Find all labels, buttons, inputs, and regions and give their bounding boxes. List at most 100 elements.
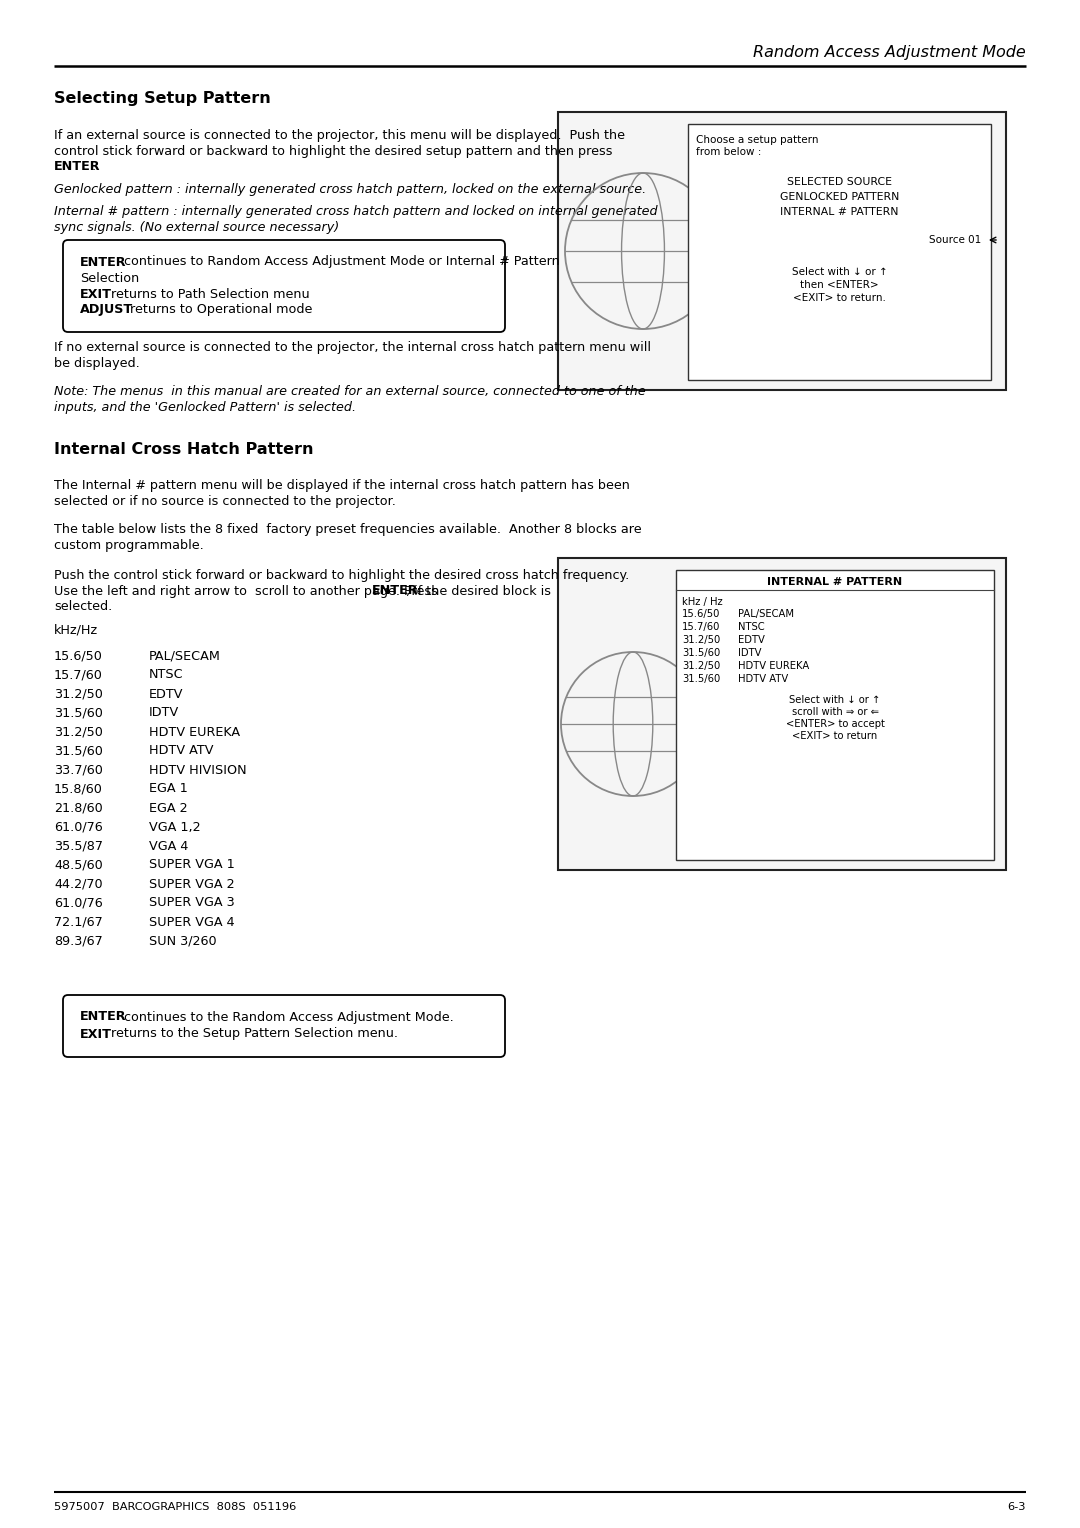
Text: returns to the Setup Pattern Selection menu.: returns to the Setup Pattern Selection m…	[107, 1027, 399, 1041]
Text: , if the desired block is: , if the desired block is	[406, 585, 551, 597]
FancyBboxPatch shape	[63, 240, 505, 332]
Text: <EXIT> to return.: <EXIT> to return.	[793, 293, 886, 303]
Text: selected.: selected.	[54, 601, 112, 614]
Text: 15.7/60: 15.7/60	[54, 669, 103, 681]
Text: Genlocked pattern : internally generated cross hatch pattern, locked on the exte: Genlocked pattern : internally generated…	[54, 183, 646, 197]
Text: Selection: Selection	[80, 272, 139, 284]
Text: EGA 1: EGA 1	[149, 782, 188, 796]
Bar	[676, 570, 994, 860]
Text: 72.1/67: 72.1/67	[54, 915, 103, 929]
Text: Internal Cross Hatch Pattern: Internal Cross Hatch Pattern	[54, 443, 313, 457]
Text: 44.2/70: 44.2/70	[54, 877, 103, 891]
Text: HDTV HIVISION: HDTV HIVISION	[149, 764, 246, 776]
Text: HDTV ATV: HDTV ATV	[738, 674, 788, 685]
Bar	[558, 112, 1005, 390]
Text: <EXIT> to return: <EXIT> to return	[793, 730, 878, 741]
Text: NTSC: NTSC	[149, 669, 184, 681]
Text: Random Access Adjustment Mode: Random Access Adjustment Mode	[753, 44, 1026, 60]
Text: Source 01: Source 01	[929, 235, 981, 244]
Text: selected or if no source is connected to the projector.: selected or if no source is connected to…	[54, 495, 396, 507]
Text: INTERNAL # PATTERN: INTERNAL # PATTERN	[768, 578, 903, 587]
Text: IDTV: IDTV	[149, 706, 179, 720]
Text: GENLOCKED PATTERN: GENLOCKED PATTERN	[780, 193, 900, 202]
Text: 61.0/76: 61.0/76	[54, 897, 103, 909]
Text: Selecting Setup Pattern: Selecting Setup Pattern	[54, 90, 271, 105]
Text: EXIT: EXIT	[80, 1027, 112, 1041]
Text: SUN 3/260: SUN 3/260	[149, 935, 217, 947]
Text: ENTER: ENTER	[80, 1010, 126, 1024]
Text: 33.7/60: 33.7/60	[54, 764, 103, 776]
Text: kHz / Hz: kHz / Hz	[681, 597, 723, 607]
Text: Push the control stick forward or backward to highlight the desired cross hatch : Push the control stick forward or backwa…	[54, 568, 630, 582]
Text: 31.5/60: 31.5/60	[681, 674, 720, 685]
Text: EDTV: EDTV	[738, 636, 765, 645]
Text: custom programmable.: custom programmable.	[54, 539, 204, 553]
Text: returns to Path Selection menu: returns to Path Selection menu	[107, 287, 310, 301]
Text: kHz/Hz: kHz/Hz	[54, 623, 98, 637]
Text: 31.2/50: 31.2/50	[681, 636, 720, 645]
Text: 35.5/87: 35.5/87	[54, 839, 103, 853]
Text: The table below lists the 8 fixed  factory preset frequencies available.  Anothe: The table below lists the 8 fixed factor…	[54, 524, 642, 536]
Text: HDTV EUREKA: HDTV EUREKA	[738, 662, 809, 671]
Text: 15.6/50: 15.6/50	[681, 610, 720, 619]
Text: If no external source is connected to the projector, the internal cross hatch pa: If no external source is connected to th…	[54, 341, 651, 354]
Text: continues to Random Access Adjustment Mode or Internal # Pattern: continues to Random Access Adjustment Mo…	[120, 255, 559, 269]
Text: from below :: from below :	[696, 147, 761, 157]
Text: 5975007  BARCOGRAPHICS  808S  051196: 5975007 BARCOGRAPHICS 808S 051196	[54, 1502, 296, 1513]
Text: EDTV: EDTV	[149, 688, 184, 700]
Text: EGA 2: EGA 2	[149, 802, 188, 814]
Text: SUPER VGA 1: SUPER VGA 1	[149, 859, 234, 871]
Text: If an external source is connected to the projector, this menu will be displayed: If an external source is connected to th…	[54, 128, 625, 142]
Text: 48.5/60: 48.5/60	[54, 859, 103, 871]
Text: 61.0/76: 61.0/76	[54, 821, 103, 833]
Text: ENTER: ENTER	[80, 255, 126, 269]
Text: Choose a setup pattern: Choose a setup pattern	[696, 134, 819, 145]
Text: PAL/SECAM: PAL/SECAM	[149, 649, 221, 663]
Text: Select with ↓ or ↑: Select with ↓ or ↑	[789, 695, 880, 704]
Text: VGA 1,2: VGA 1,2	[149, 821, 201, 833]
Text: returns to Operational mode: returns to Operational mode	[126, 304, 312, 316]
Text: SUPER VGA 4: SUPER VGA 4	[149, 915, 234, 929]
Text: inputs, and the 'Genlocked Pattern' is selected.: inputs, and the 'Genlocked Pattern' is s…	[54, 402, 356, 414]
Bar	[558, 558, 1005, 869]
Text: 31.5/60: 31.5/60	[54, 744, 103, 758]
Text: <ENTER> to accept: <ENTER> to accept	[785, 720, 885, 729]
Text: 15.8/60: 15.8/60	[54, 782, 103, 796]
Text: HDTV EUREKA: HDTV EUREKA	[149, 726, 240, 738]
Text: ENTER: ENTER	[54, 160, 100, 174]
Text: IDTV: IDTV	[738, 648, 761, 659]
Text: 31.5/60: 31.5/60	[54, 706, 103, 720]
Text: 21.8/60: 21.8/60	[54, 802, 103, 814]
Text: scroll with ⇒ or ⇐: scroll with ⇒ or ⇐	[792, 707, 878, 717]
Text: 31.2/50: 31.2/50	[54, 726, 103, 738]
Text: SUPER VGA 2: SUPER VGA 2	[149, 877, 234, 891]
Text: control stick forward or backward to highlight the desired setup pattern and the: control stick forward or backward to hig…	[54, 145, 612, 157]
Text: continues to the Random Access Adjustment Mode.: continues to the Random Access Adjustmen…	[120, 1010, 454, 1024]
Text: 15.7/60: 15.7/60	[681, 622, 720, 633]
Text: SELECTED SOURCE: SELECTED SOURCE	[787, 177, 892, 186]
Text: 31.2/50: 31.2/50	[54, 688, 103, 700]
Text: 31.2/50: 31.2/50	[681, 662, 720, 671]
Text: sync signals. (No external source necessary): sync signals. (No external source necess…	[54, 222, 339, 234]
Text: Internal # pattern : internally generated cross hatch pattern and locked on inte: Internal # pattern : internally generate…	[54, 205, 658, 219]
Text: VGA 4: VGA 4	[149, 839, 188, 853]
FancyBboxPatch shape	[63, 995, 505, 1057]
Text: NTSC: NTSC	[738, 622, 765, 633]
Text: 15.6/50: 15.6/50	[54, 649, 103, 663]
Text: ENTER: ENTER	[373, 585, 419, 597]
Text: PAL/SECAM: PAL/SECAM	[738, 610, 794, 619]
Text: Use the left and right arrow to  scroll to another page. Press: Use the left and right arrow to scroll t…	[54, 585, 442, 597]
Text: INTERNAL # PATTERN: INTERNAL # PATTERN	[780, 206, 899, 217]
Text: .: .	[92, 160, 96, 174]
Text: 31.5/60: 31.5/60	[681, 648, 720, 659]
Text: then <ENTER>: then <ENTER>	[800, 280, 879, 290]
Text: SUPER VGA 3: SUPER VGA 3	[149, 897, 234, 909]
Text: 89.3/67: 89.3/67	[54, 935, 103, 947]
Text: The Internal # pattern menu will be displayed if the internal cross hatch patter: The Internal # pattern menu will be disp…	[54, 478, 630, 492]
Text: ADJUST: ADJUST	[80, 304, 133, 316]
Text: Select with ↓ or ↑: Select with ↓ or ↑	[792, 267, 888, 277]
Text: Note: The menus  in this manual are created for an external source, connected to: Note: The menus in this manual are creat…	[54, 385, 646, 399]
Text: EXIT: EXIT	[80, 287, 112, 301]
Text: be displayed.: be displayed.	[54, 358, 139, 370]
Bar	[688, 124, 991, 380]
